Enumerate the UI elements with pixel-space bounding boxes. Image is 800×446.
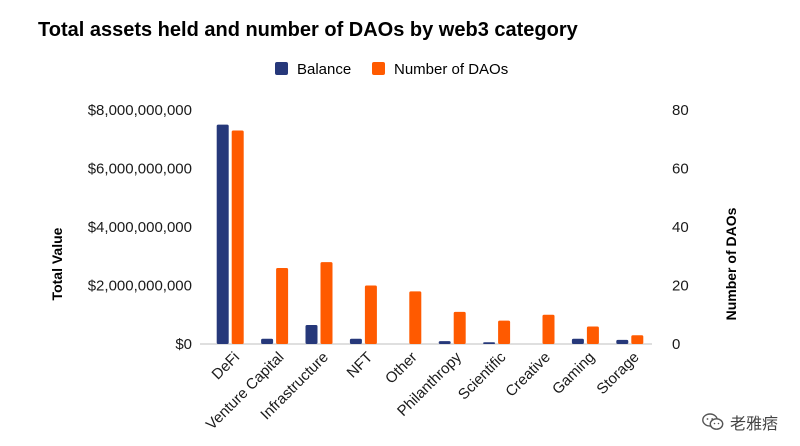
chart-title: Total assets held and number of DAOs by … — [38, 19, 579, 41]
x-tick-label: Scientific — [455, 348, 510, 403]
watermark-text: 老雅痞 — [729, 416, 778, 433]
y-tick-label: $8,000,000,000 — [88, 102, 192, 119]
dao-count-bar-gaming — [586, 326, 599, 344]
x-tick-label: DeFi — [209, 349, 243, 383]
dao-count-bar-storage — [631, 335, 644, 344]
x-tick-label: Gaming — [549, 349, 598, 398]
dao-count-bar-scientific — [498, 320, 511, 344]
y-tick-label: $4,000,000,000 — [88, 219, 192, 236]
dao-count-bar-defi — [231, 130, 244, 344]
x-tick-label: NFT — [344, 349, 377, 382]
y2-tick-label: 20 — [672, 278, 689, 295]
balance-bar-philanthropy — [438, 341, 451, 344]
y-axis-title: Total Value — [49, 227, 65, 300]
y2-tick-label: 40 — [672, 219, 689, 236]
balance-bar-gaming — [571, 338, 584, 344]
dao-count-bar-venture-capital — [276, 267, 289, 344]
balance-bar-venture-capital — [261, 338, 274, 344]
y-axis-right: 0 20 40 60 80 — [672, 102, 689, 353]
x-tick-label: Creative — [502, 349, 554, 401]
x-tick-label: Other — [382, 349, 421, 388]
legend: Balance Number of DAOs — [275, 61, 508, 78]
balance-bar-defi — [216, 124, 229, 344]
dao-count-bar-infrastructure — [320, 262, 333, 344]
y-axis-left: $0 $2,000,000,000 $4,000,000,000 $6,000,000… — [88, 102, 192, 353]
dao-count-bar-nft — [364, 285, 377, 344]
dao-count-bar-other — [409, 291, 422, 344]
y2-axis-title: Number of DAOs — [723, 207, 739, 320]
x-tick-label: Venture Capital — [203, 349, 288, 434]
x-tick-label: Storage — [593, 349, 642, 398]
bars — [216, 124, 644, 344]
balance-bar-scientific — [483, 342, 496, 344]
dao-count-bar-creative — [542, 314, 555, 344]
legend-label: Balance — [297, 61, 351, 78]
balance-bar-nft — [349, 338, 362, 344]
balance-bar-storage — [616, 339, 629, 344]
legend-swatch-dao-count — [372, 62, 385, 75]
y2-tick-label: 60 — [672, 161, 689, 178]
wechat-icon — [702, 413, 724, 430]
y-tick-label: $6,000,000,000 — [88, 161, 192, 178]
y2-tick-label: 0 — [672, 336, 680, 353]
legend-swatch-balance — [275, 62, 288, 75]
balance-bar-infrastructure — [305, 324, 318, 344]
y2-tick-label: 80 — [672, 102, 689, 119]
watermark: 老雅痞 — [702, 410, 778, 434]
dao-count-bar-philanthropy — [453, 311, 466, 344]
y-tick-label: $2,000,000,000 — [88, 278, 192, 295]
legend-label: Number of DAOs — [394, 61, 508, 78]
y-tick-label: $0 — [175, 336, 192, 353]
